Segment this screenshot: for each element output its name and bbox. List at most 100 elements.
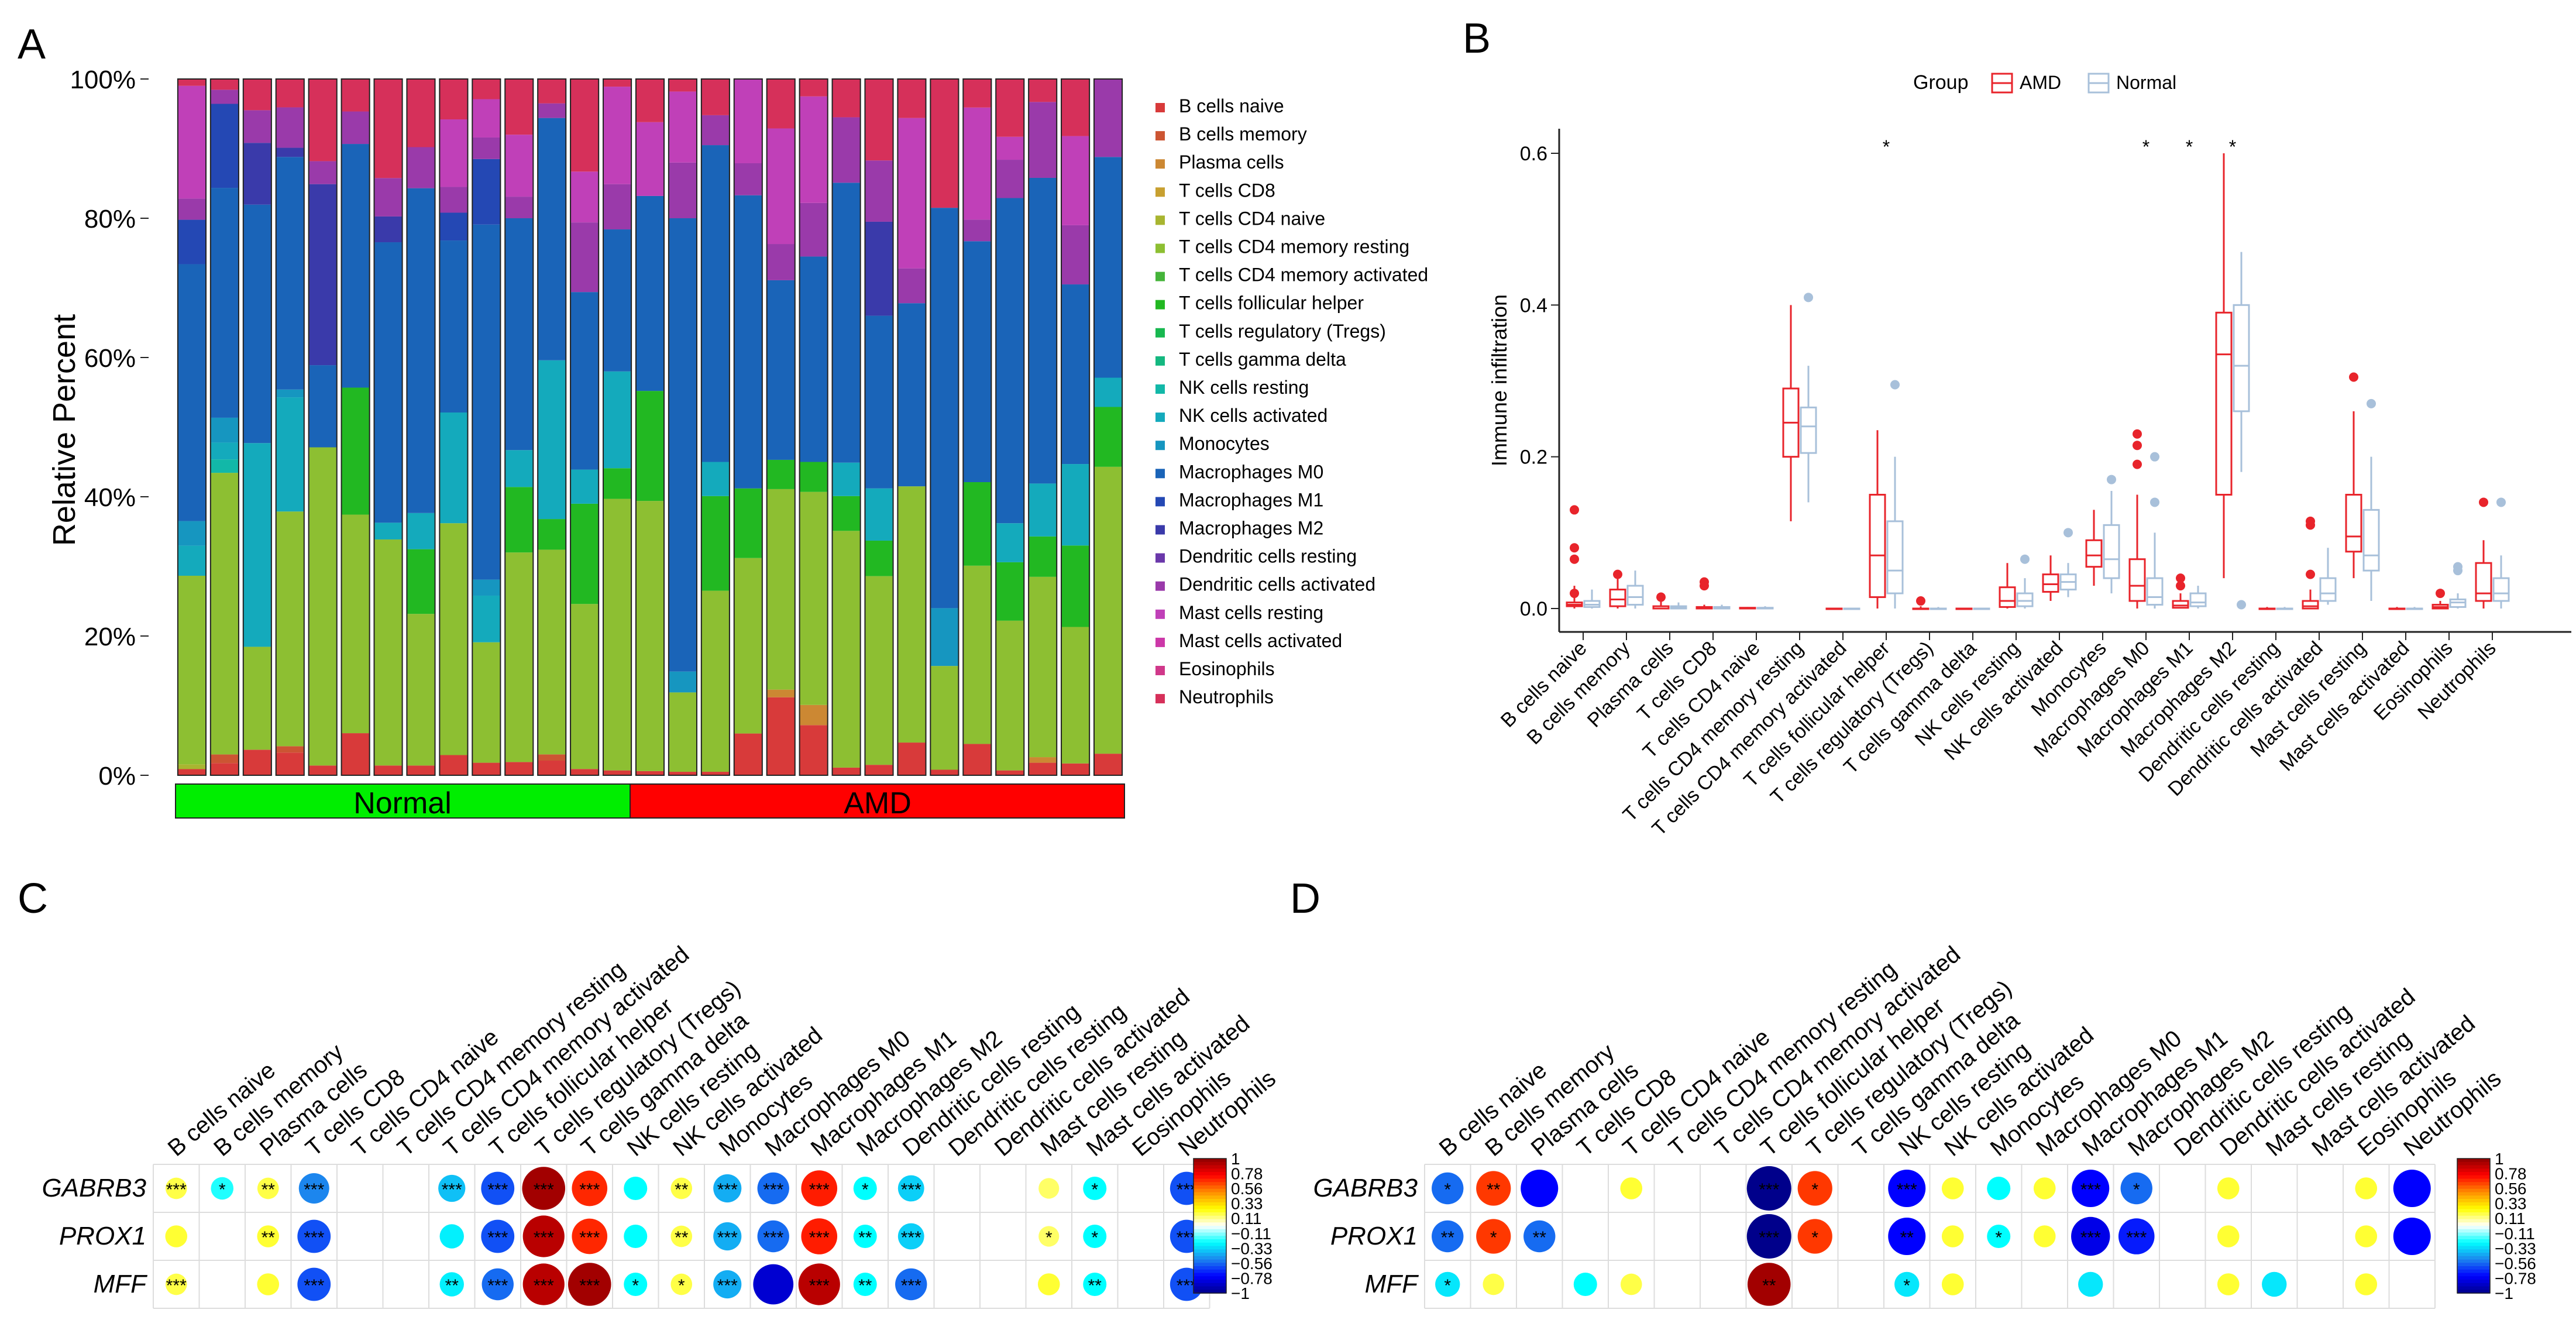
scale-band (2457, 1199, 2490, 1203)
normal-box (2189, 592, 2207, 607)
bar-outline (341, 78, 370, 776)
correlation-dot (1747, 1263, 1791, 1306)
legend-swatch (1155, 581, 1165, 591)
scale-label: 0.33 (1231, 1195, 1263, 1213)
panel-a-ytick-label: 80% (84, 205, 136, 233)
legend-label: Neutrophils (1179, 686, 1274, 707)
bar-segment (799, 79, 828, 97)
bar-segment (177, 219, 207, 264)
significance-stars: *** (579, 1180, 600, 1199)
correlation-dot (853, 1225, 877, 1248)
correlation-dot (1941, 1177, 1964, 1199)
bar-segment (799, 202, 828, 257)
bar-segment (570, 604, 599, 769)
scale-band (1194, 1286, 1226, 1291)
bar-segment (1061, 136, 1090, 225)
significance-stars: *** (304, 1276, 324, 1295)
significance-stars: * (1811, 1228, 1818, 1247)
panel-a-ytick-label: 60% (84, 344, 136, 373)
bar-outline (930, 78, 959, 776)
scale-band (1194, 1209, 1226, 1213)
panel-b-yticks: 0.0 0.2 0.4 0.6 (1520, 143, 1559, 620)
panel-d-colorscale: 10.780.560.330.11−0.11−0.33−0.56−0.78−1 (2457, 1150, 2536, 1302)
bar-segment (766, 697, 795, 775)
correlation-dot (211, 1177, 234, 1200)
amd-outlier (2306, 569, 2315, 579)
correlation-dot (757, 1220, 789, 1253)
scale-band (2457, 1168, 2490, 1173)
bar-segment (570, 503, 599, 604)
scale-band (1194, 1226, 1226, 1230)
legend-amd-label: AMD (2020, 72, 2061, 93)
scale-band (2457, 1256, 2490, 1260)
panel-b-ytick-label: 0.2 (1520, 446, 1547, 469)
bar-segment (407, 79, 435, 147)
significance-stars: ** (1088, 1276, 1102, 1295)
significance-stars: ** (858, 1276, 872, 1295)
amd-box (2345, 494, 2362, 553)
legend-label: Dendritic cells activated (1179, 574, 1375, 595)
scale-band (1194, 1290, 1226, 1294)
correlation-dot (757, 1172, 789, 1205)
bar-segment (1093, 407, 1123, 467)
legend-swatch (1155, 413, 1165, 422)
bar-segment (276, 397, 304, 512)
legend-swatch (1155, 441, 1165, 451)
bar-segment (701, 496, 730, 591)
scale-band (2457, 1246, 2490, 1250)
bar-segment (668, 79, 697, 92)
bar-segment (799, 491, 828, 705)
bar-segment (177, 198, 207, 220)
scale-band (2457, 1263, 2490, 1267)
bar-segment (1093, 377, 1123, 407)
normal-box (1626, 585, 1644, 606)
correlation-dot (165, 1225, 188, 1247)
normal-outlier (2150, 452, 2159, 462)
correlation-dot (397, 1228, 414, 1245)
bar-segment (701, 79, 730, 115)
bar-segment (1029, 762, 1057, 775)
bar-segment (472, 595, 501, 642)
scale-label: −0.56 (2495, 1254, 2536, 1273)
bar-segment (374, 523, 403, 539)
scale-band (2457, 1209, 2490, 1213)
bar-segment (799, 704, 828, 726)
correlation-dot (713, 1222, 742, 1251)
significance-stars: ** (1762, 1276, 1776, 1295)
correlation-dot (713, 1174, 742, 1203)
bar-outline (864, 78, 894, 776)
panel-b-ytick-label: 0.6 (1520, 143, 1547, 165)
bar-segment (472, 137, 501, 159)
legend-swatch (1155, 694, 1165, 704)
significance-stars: *** (534, 1180, 554, 1199)
legend-label: Mast cells activated (1179, 630, 1342, 651)
bar-segment (832, 462, 861, 496)
scale-band (1194, 1222, 1226, 1226)
bar-segment (1029, 102, 1057, 178)
legend-swatch (1155, 187, 1165, 197)
legend-label: Dendritic cells resting (1179, 546, 1357, 567)
significance-stars: * (1444, 1276, 1451, 1295)
normal-outlier (2367, 398, 2376, 408)
amd-outlier (1570, 505, 1579, 515)
legend-swatch (1155, 215, 1165, 225)
scale-label: −0.56 (1231, 1254, 1272, 1273)
bar-segment (505, 487, 534, 553)
scale-band (2457, 1236, 2490, 1240)
bar-segment (1093, 79, 1123, 157)
correlation-dot (670, 1273, 693, 1295)
scale-band (1194, 1276, 1226, 1280)
bar-segment (897, 303, 926, 487)
bar-segment (538, 118, 566, 360)
amd-outlier (1570, 543, 1579, 553)
scale-band (2457, 1259, 2490, 1264)
bar-segment (210, 104, 239, 188)
scale-label: −1 (1231, 1284, 1250, 1302)
bar-segment (701, 590, 730, 772)
legend-swatch (1155, 328, 1165, 338)
bar-segment (472, 79, 501, 99)
correlation-dot (2120, 1172, 2152, 1205)
bar-segment (603, 499, 632, 771)
panel-a-letter: A (18, 21, 46, 68)
